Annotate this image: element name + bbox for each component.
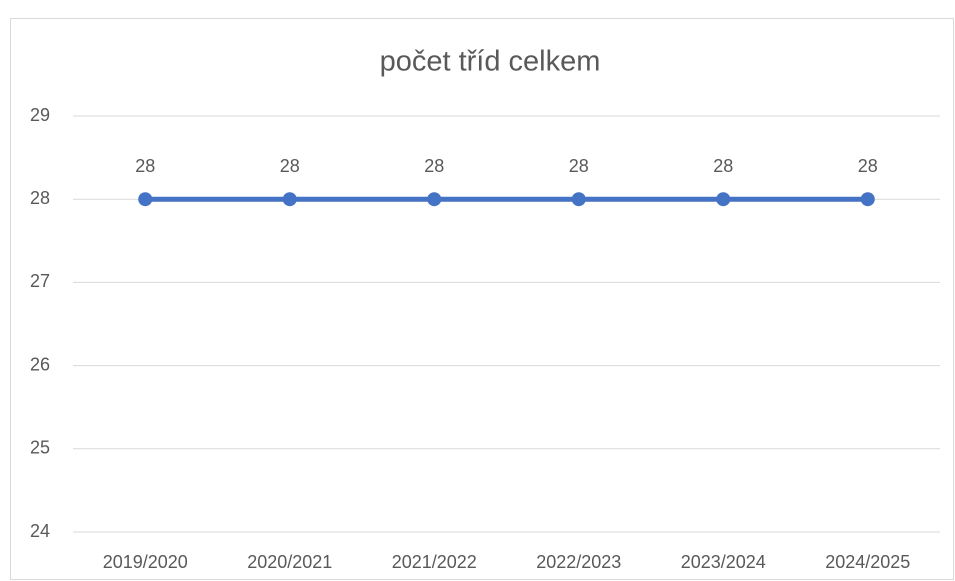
data-label: 28	[280, 156, 300, 176]
data-label: 28	[858, 156, 878, 176]
x-tick-label: 2020/2021	[247, 552, 332, 572]
x-tick-label: 2024/2025	[825, 552, 910, 572]
data-label: 28	[713, 156, 733, 176]
y-tick-label: 24	[30, 521, 50, 541]
chart-title: počet tříd celkem	[380, 46, 601, 78]
data-label: 28	[569, 156, 589, 176]
marker	[860, 192, 875, 207]
x-tick-label: 2021/2022	[392, 552, 477, 572]
y-tick-label: 26	[30, 354, 50, 374]
chart-border	[10, 18, 954, 580]
marker	[138, 192, 153, 207]
marker	[716, 192, 731, 207]
data-label: 28	[135, 156, 155, 176]
marker	[571, 192, 586, 207]
y-tick-label: 28	[30, 188, 50, 208]
data-label: 28	[424, 156, 444, 176]
x-tick-label: 2023/2024	[681, 552, 766, 572]
x-tick-label: 2022/2023	[536, 552, 621, 572]
y-tick-label: 29	[30, 105, 50, 125]
x-tick-label: 2019/2020	[103, 552, 188, 572]
marker	[282, 192, 297, 207]
y-tick-label: 25	[30, 438, 50, 458]
marker	[427, 192, 442, 207]
y-tick-label: 27	[30, 271, 50, 291]
